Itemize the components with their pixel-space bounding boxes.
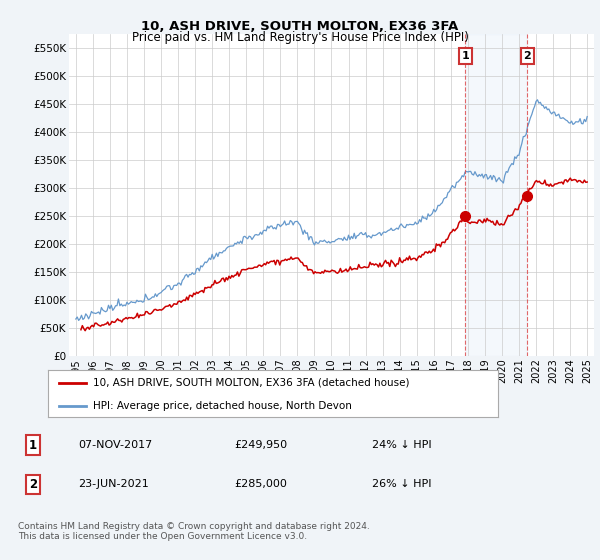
Text: 26% ↓ HPI: 26% ↓ HPI	[372, 479, 431, 489]
Text: 23-JUN-2021: 23-JUN-2021	[78, 479, 149, 489]
Text: 10, ASH DRIVE, SOUTH MOLTON, EX36 3FA (detached house): 10, ASH DRIVE, SOUTH MOLTON, EX36 3FA (d…	[93, 378, 409, 388]
Text: 2: 2	[29, 478, 37, 491]
Bar	[466, 34, 527, 356]
Text: Contains HM Land Registry data © Crown copyright and database right 2024.
This d: Contains HM Land Registry data © Crown c…	[18, 522, 370, 542]
Text: 2: 2	[523, 51, 531, 61]
Text: 10, ASH DRIVE, SOUTH MOLTON, EX36 3FA: 10, ASH DRIVE, SOUTH MOLTON, EX36 3FA	[142, 20, 458, 32]
Text: £285,000: £285,000	[234, 479, 287, 489]
Text: Price paid vs. HM Land Registry's House Price Index (HPI): Price paid vs. HM Land Registry's House …	[131, 31, 469, 44]
Text: £249,950: £249,950	[234, 440, 287, 450]
Text: 1: 1	[29, 438, 37, 452]
Text: 24% ↓ HPI: 24% ↓ HPI	[372, 440, 431, 450]
Text: 07-NOV-2017: 07-NOV-2017	[78, 440, 152, 450]
Text: HPI: Average price, detached house, North Devon: HPI: Average price, detached house, Nort…	[93, 401, 352, 411]
Text: 1: 1	[461, 51, 469, 61]
